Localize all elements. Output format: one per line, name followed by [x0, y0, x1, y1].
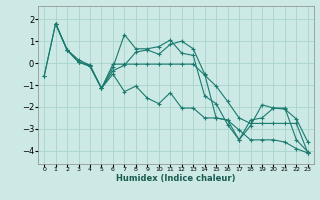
X-axis label: Humidex (Indice chaleur): Humidex (Indice chaleur): [116, 174, 236, 183]
